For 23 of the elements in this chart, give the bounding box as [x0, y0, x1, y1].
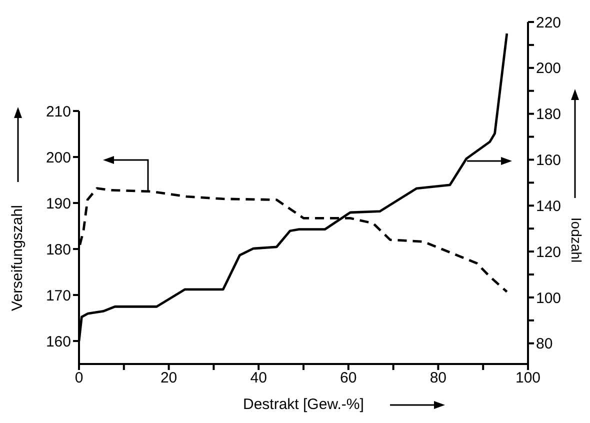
y2-axis-title: Iodzahl [568, 217, 584, 263]
x-tick-label: 20 [160, 370, 178, 387]
x-axis-title: Destrakt [Gew.-%] [243, 396, 364, 413]
x-tick-label: 60 [340, 370, 357, 387]
y-tick-label: 180 [46, 241, 71, 258]
y2-tick-label: 80 [536, 336, 553, 353]
y2-tick-label: 180 [536, 106, 562, 124]
y-axis-title: Verseifungszahl [8, 205, 26, 311]
y2-tick-label: 160 [536, 152, 562, 170]
x-tick-label: 0 [74, 370, 84, 387]
y2-tick-label: 140 [536, 198, 562, 215]
y-tick-label: 200 [46, 149, 71, 166]
x-tick-label: 100 [515, 370, 541, 387]
y2-tick-label: 220 [536, 14, 562, 32]
y2-tick-label: 200 [536, 60, 562, 78]
y2-tick-label: 120 [536, 244, 562, 261]
x-tick-label: 40 [250, 370, 267, 387]
y-tick-label: 210 [46, 103, 71, 120]
y-tick-label: 190 [46, 195, 71, 212]
y2-tick-label: 100 [536, 290, 562, 307]
y-tick-label: 160 [46, 333, 71, 350]
y-tick-label: 170 [46, 287, 71, 304]
x-tick-label: 80 [430, 370, 447, 387]
